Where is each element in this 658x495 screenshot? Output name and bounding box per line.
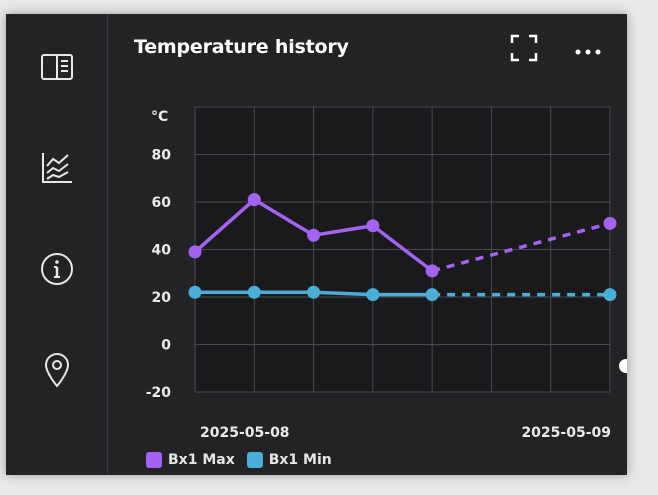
data-point-min [307,285,321,299]
y-tick-label: 20 [152,290,172,306]
sidebar-item-chart[interactable] [37,148,77,188]
series-forecast-line-max [431,221,611,273]
data-point-max [247,193,261,207]
legend-item-max[interactable]: Bx1 Max [146,452,235,468]
fullscreen-button[interactable] [506,32,542,68]
more-options-icon [574,41,602,60]
legend-swatch-min [246,452,263,468]
sidebar [6,14,108,475]
y-axis-unit: °C [151,109,168,125]
temperature-chart: °C 80 60 40 20 0 -20 2025-05-08 2025-05-09 [146,106,617,441]
data-point-max [188,245,202,259]
chart-icon [40,151,74,185]
legend-label-min: Bx1 Min [268,452,332,468]
data-point-min [366,288,380,302]
sidebar-item-info[interactable] [37,249,77,289]
y-tick-label: -20 [146,385,172,401]
legend-swatch-max [146,452,162,468]
data-point-max [366,219,380,233]
legend-item-min[interactable]: Bx1 Min [246,452,332,468]
data-point-min [188,285,202,299]
panel-title: Temperature history [134,36,349,58]
chart-legend: Bx1 Max Bx1 Min [146,449,344,471]
forecast-point-min [603,288,617,302]
widget-window: Temperature history °C 80 60 40 20 0 -20 2025-0… [6,14,627,475]
x-tick-label: 2025-05-09 [521,425,611,441]
y-tick-label: 0 [161,338,171,354]
scroll-handle[interactable] [617,357,627,375]
fullscreen-icon [510,34,538,66]
forecast-point-max [603,216,617,230]
y-tick-label: 40 [152,243,172,259]
sidebar-item-location[interactable] [37,350,77,390]
y-tick-label: 80 [152,148,172,164]
location-pin-icon [42,352,72,388]
more-options-button[interactable] [570,32,606,68]
y-tick-label: 60 [152,195,172,211]
details-panel-icon [40,52,74,82]
x-tick-label: 2025-05-08 [200,425,290,441]
info-icon [40,252,74,286]
data-point-max [425,264,439,278]
data-point-min [247,285,261,299]
chart-area: °C 80 60 40 20 0 -20 2025-05-08 2025-05-09 [107,14,627,448]
sidebar-item-details[interactable] [37,47,77,87]
data-point-min [425,288,439,302]
legend-label-max: Bx1 Max [168,452,235,468]
data-point-max [307,228,321,242]
